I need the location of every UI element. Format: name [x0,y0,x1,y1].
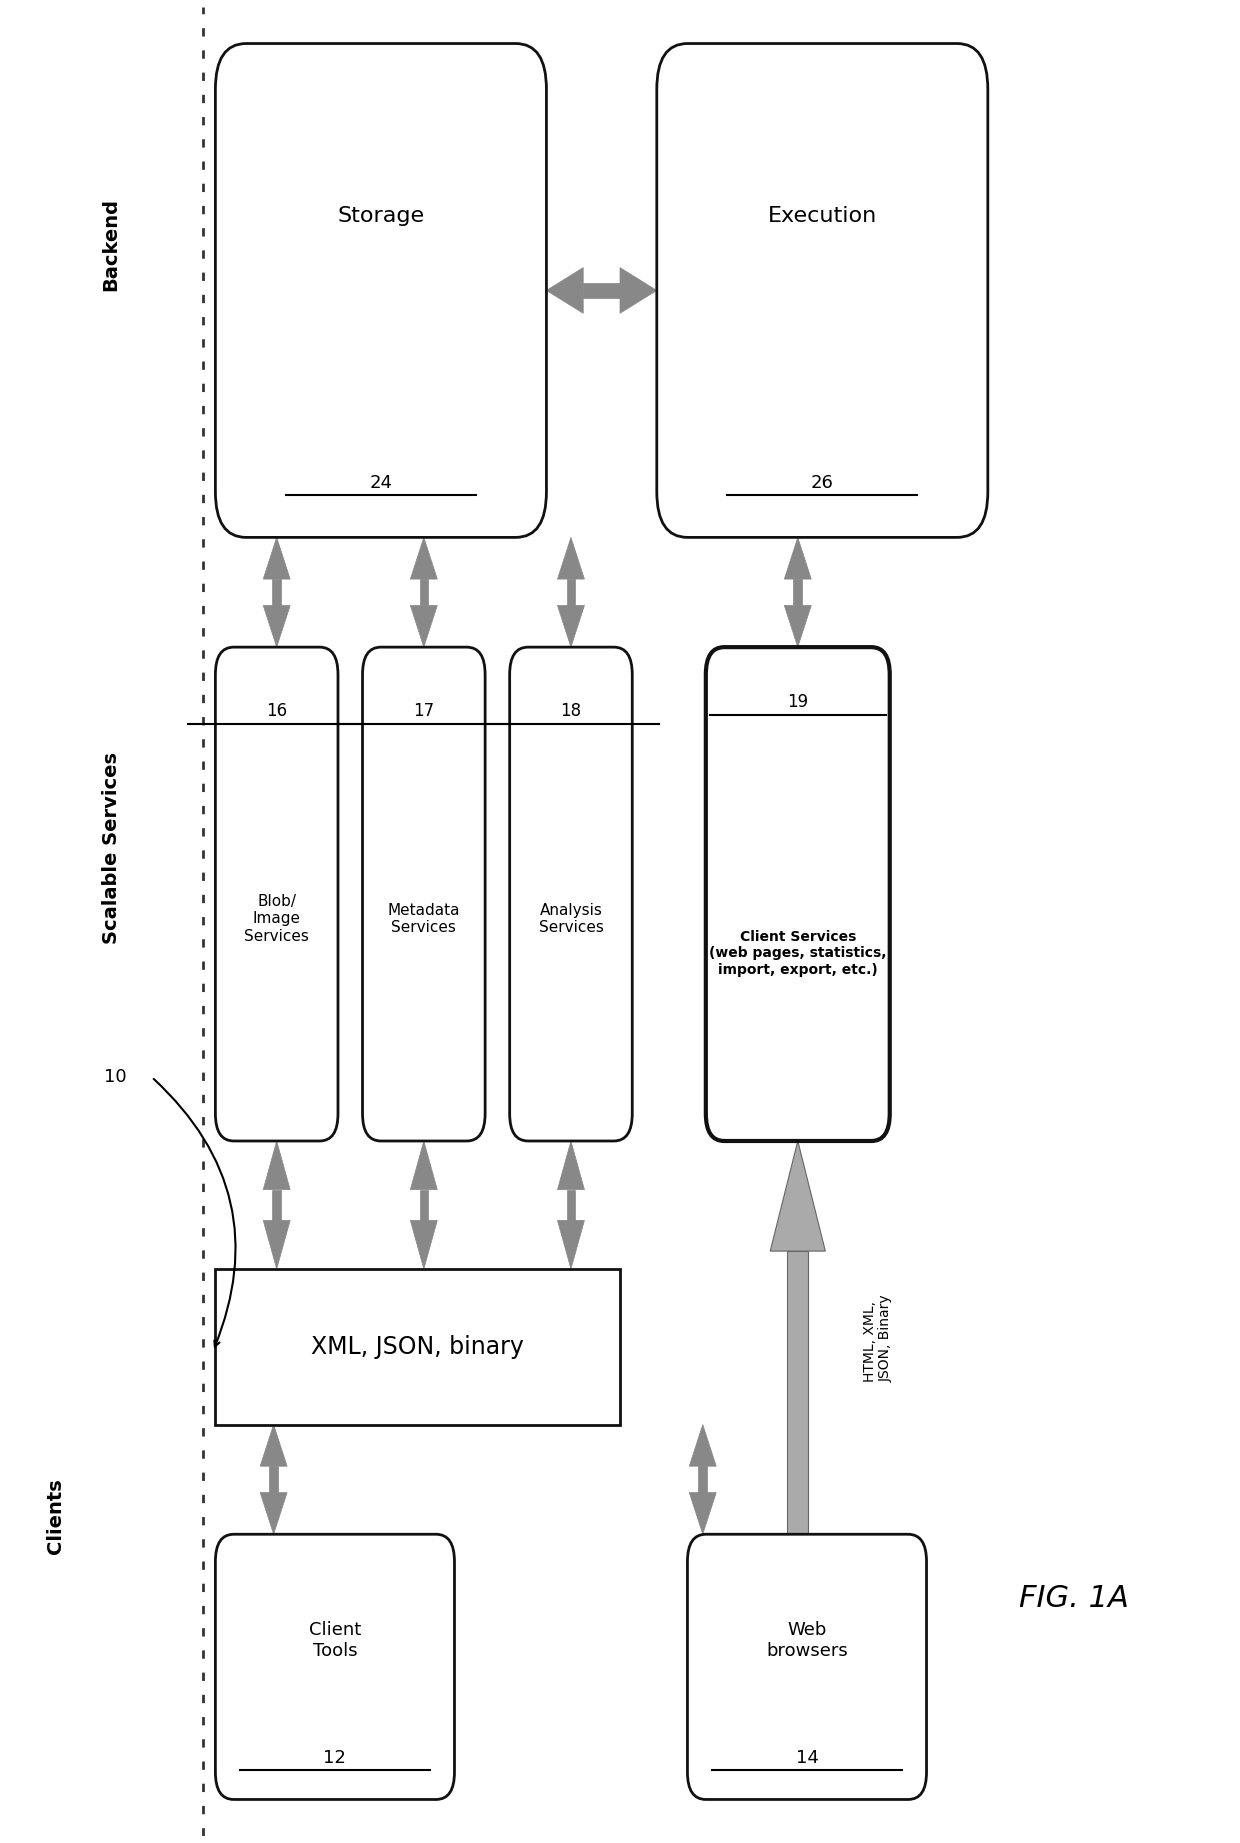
FancyBboxPatch shape [216,647,339,1141]
Text: Metadata
Services: Metadata Services [388,903,460,934]
Text: HTML, XML,
JSON, Binary: HTML, XML, JSON, Binary [863,1296,893,1382]
Text: 14: 14 [796,1749,818,1767]
Polygon shape [410,606,438,647]
FancyBboxPatch shape [657,44,988,538]
Bar [583,284,620,299]
Polygon shape [263,606,290,647]
FancyBboxPatch shape [706,647,890,1141]
FancyBboxPatch shape [216,44,547,538]
FancyBboxPatch shape [216,1533,455,1799]
Polygon shape [260,1493,288,1533]
Bar [273,579,281,606]
Text: XML, JSON, binary: XML, JSON, binary [311,1334,525,1358]
Bar [567,1189,575,1220]
Text: Client
Tools: Client Tools [309,1622,361,1661]
Polygon shape [689,1493,717,1533]
Polygon shape [558,606,584,647]
Bar [794,579,802,606]
Polygon shape [260,1425,288,1467]
Bar [787,1251,808,1533]
Text: Clients: Clients [46,1478,66,1554]
Bar [419,579,428,606]
Polygon shape [620,267,657,313]
Polygon shape [263,1220,290,1270]
FancyBboxPatch shape [510,647,632,1141]
Bar [567,579,575,606]
FancyBboxPatch shape [687,1533,926,1799]
Text: Analysis
Services: Analysis Services [538,903,604,934]
FancyBboxPatch shape [362,647,485,1141]
Text: Backend: Backend [102,199,120,291]
Text: Web
browsers: Web browsers [766,1622,848,1661]
Polygon shape [784,538,811,579]
Text: Scalable Services: Scalable Services [102,752,120,944]
Text: Blob/
Image
Services: Blob/ Image Services [244,894,309,944]
Bar [269,1467,278,1493]
Text: 19: 19 [787,693,808,711]
Text: 12: 12 [324,1749,346,1767]
Text: 16: 16 [267,702,288,721]
Polygon shape [558,1141,584,1189]
Polygon shape [784,606,811,647]
Polygon shape [558,538,584,579]
Polygon shape [410,1141,438,1189]
Polygon shape [410,538,438,579]
Text: 24: 24 [370,474,392,492]
Text: Storage: Storage [337,206,424,227]
Polygon shape [547,267,583,313]
Text: FIG. 1A: FIG. 1A [1019,1583,1128,1613]
Text: 17: 17 [413,702,434,721]
Polygon shape [410,1220,438,1270]
Polygon shape [689,1425,717,1467]
Bar [698,1467,707,1493]
Text: Execution: Execution [768,206,877,227]
Polygon shape [263,1141,290,1189]
Text: 26: 26 [811,474,833,492]
Bar [419,1189,428,1220]
Text: 10: 10 [104,1067,128,1086]
Bar [273,1189,281,1220]
FancyBboxPatch shape [216,1270,620,1425]
Polygon shape [770,1141,826,1251]
Text: 18: 18 [560,702,582,721]
Polygon shape [263,538,290,579]
Polygon shape [558,1220,584,1270]
Text: Client Services
(web pages, statistics,
import, export, etc.): Client Services (web pages, statistics, … [709,931,887,977]
